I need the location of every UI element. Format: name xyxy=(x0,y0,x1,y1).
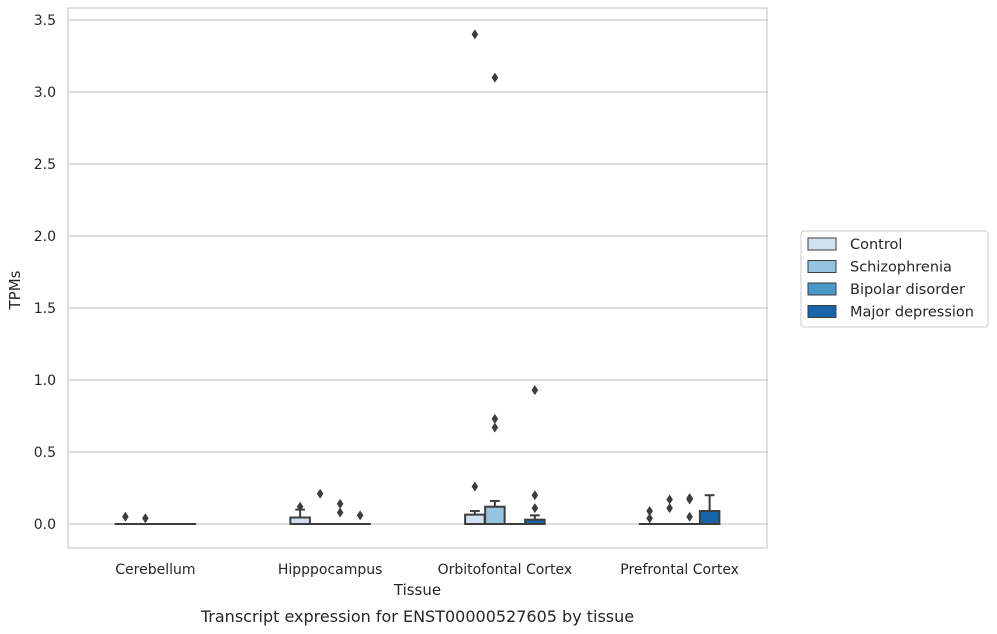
box-schizophrenia xyxy=(309,488,331,526)
outlier-point xyxy=(122,511,129,522)
box-control xyxy=(114,511,137,526)
box-control xyxy=(289,501,311,526)
legend-swatch xyxy=(807,260,837,273)
legend: Control Schizophrenia Bipolar disorder Majo… xyxy=(800,230,989,328)
box-bipolar-disorder xyxy=(329,498,351,526)
outlier-point xyxy=(491,422,499,433)
box-schizophrenia xyxy=(484,72,506,526)
box-major-depression xyxy=(524,385,546,525)
box-major-depression xyxy=(698,494,721,526)
box-schizophrenia xyxy=(134,513,157,526)
box-body xyxy=(464,513,486,526)
legend-swatch xyxy=(807,237,837,251)
y-tick-label: 3.0 xyxy=(34,85,56,101)
box-control xyxy=(638,506,661,526)
outlier-point xyxy=(531,490,539,501)
grid-lines xyxy=(68,19,767,525)
x-axis-title: Tissue xyxy=(393,581,441,599)
box-schizophrenia xyxy=(658,494,681,526)
y-tick-labels: 0.0 0.5 1.0 1.5 2.0 2.5 3.0 3.5 xyxy=(34,13,56,533)
outlier-point xyxy=(336,498,344,509)
outlier-point xyxy=(666,494,673,505)
box-body xyxy=(484,505,506,526)
y-tick-label: 0.0 xyxy=(34,517,56,533)
outlier-point xyxy=(142,513,149,524)
outlier-point xyxy=(686,493,693,504)
box-major-depression xyxy=(349,510,371,526)
x-tick-label: Cerebellum xyxy=(115,562,195,578)
outlier-point xyxy=(531,503,539,514)
legend-label: Schizophrenia xyxy=(850,260,952,276)
outlier-point xyxy=(666,503,673,514)
plot-frame xyxy=(67,7,768,549)
outlier-point xyxy=(356,510,364,521)
y-tick-label: 1.5 xyxy=(34,301,56,317)
chart-caption: Transcript expression for ENST0000052760… xyxy=(200,607,634,626)
outlier-point xyxy=(491,413,499,424)
outlier-point xyxy=(686,511,693,522)
y-axis-title: TPMs xyxy=(6,270,24,310)
y-tick-label: 3.5 xyxy=(34,13,56,29)
legend-swatch xyxy=(807,282,837,296)
outlier-point xyxy=(471,29,479,40)
outlier-point xyxy=(646,513,653,524)
legend-swatch xyxy=(807,305,837,318)
outlier-point xyxy=(646,506,653,517)
outlier-point xyxy=(531,385,539,396)
outlier-point xyxy=(296,501,304,512)
x-tick-labels: Cerebellum Hipppocampus Orbitofontal Corte… xyxy=(115,562,739,578)
outlier-point xyxy=(471,481,479,492)
x-tick-label: Hipppocampus xyxy=(278,562,383,578)
box-plots xyxy=(114,29,721,526)
outlier-point xyxy=(336,507,344,518)
box-bipolar-disorder xyxy=(678,493,701,526)
legend-label: Bipolar disorder xyxy=(850,282,965,298)
x-tick-label: Orbitofontal Cortex xyxy=(438,562,573,578)
legend-frame xyxy=(800,230,989,328)
y-tick-label: 0.5 xyxy=(34,445,56,461)
legend-label: Control xyxy=(850,237,902,253)
outlier-point xyxy=(491,72,499,83)
box-body xyxy=(698,510,721,526)
y-tick-label: 1.0 xyxy=(34,373,56,389)
x-tick-label: Prefrontal Cortex xyxy=(620,562,739,578)
legend-label: Major depression xyxy=(850,305,974,321)
box-control xyxy=(464,29,486,526)
y-tick-label: 2.0 xyxy=(34,229,56,245)
outlier-point xyxy=(316,488,324,499)
y-tick-label: 2.5 xyxy=(34,157,56,173)
